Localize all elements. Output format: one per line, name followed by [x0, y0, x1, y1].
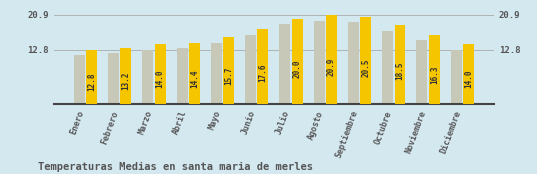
Text: 14.4: 14.4: [190, 69, 199, 88]
Text: 20.0: 20.0: [293, 59, 302, 78]
Bar: [314, 21, 324, 104]
Bar: [177, 48, 187, 104]
Bar: [326, 15, 337, 104]
Text: 13.2: 13.2: [121, 71, 130, 90]
Text: 14.0: 14.0: [464, 70, 473, 89]
Bar: [395, 25, 405, 104]
Bar: [360, 17, 371, 104]
Bar: [257, 29, 268, 104]
Bar: [348, 22, 359, 104]
Bar: [120, 48, 131, 104]
Bar: [463, 45, 474, 104]
Bar: [108, 53, 119, 104]
Bar: [86, 50, 97, 104]
Text: 17.6: 17.6: [258, 64, 267, 82]
Bar: [245, 35, 256, 104]
Bar: [417, 40, 427, 104]
Bar: [451, 50, 462, 104]
Text: 18.5: 18.5: [395, 62, 404, 80]
Bar: [211, 43, 222, 104]
Bar: [279, 24, 291, 104]
Bar: [142, 50, 153, 104]
Text: 20.5: 20.5: [361, 58, 370, 77]
Bar: [382, 31, 393, 104]
Text: Temperaturas Medias en santa maria de merles: Temperaturas Medias en santa maria de me…: [38, 162, 313, 172]
Bar: [155, 45, 165, 104]
Text: 12.8: 12.8: [87, 72, 96, 91]
Text: 15.7: 15.7: [224, 67, 233, 85]
Bar: [189, 43, 200, 104]
Text: 14.0: 14.0: [156, 70, 164, 89]
Bar: [292, 19, 303, 104]
Text: 20.9: 20.9: [327, 58, 336, 76]
Bar: [223, 37, 234, 104]
Bar: [429, 35, 440, 104]
Bar: [74, 55, 85, 104]
Text: 16.3: 16.3: [430, 66, 439, 84]
